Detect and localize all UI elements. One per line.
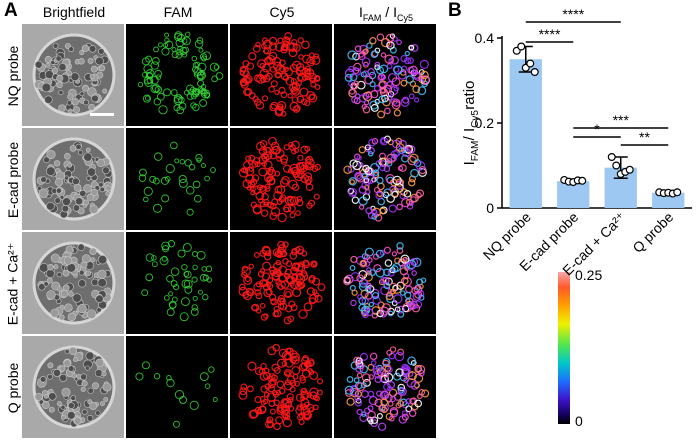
image-ecad-bf bbox=[22, 128, 126, 232]
data-point bbox=[517, 42, 526, 51]
data-point bbox=[578, 176, 587, 185]
significance-bracket-2: *** bbox=[573, 112, 669, 129]
image-nq-bf bbox=[22, 24, 126, 128]
svg-text:**: ** bbox=[639, 129, 650, 145]
data-point bbox=[625, 165, 634, 174]
image-ecadca-ratio bbox=[334, 232, 438, 336]
image-ecad-ratio bbox=[334, 128, 438, 232]
image-nq-cy5 bbox=[230, 24, 334, 128]
colorbar bbox=[558, 272, 570, 424]
column-title-cy5: Cy5 bbox=[269, 4, 295, 20]
bar-3 bbox=[652, 192, 685, 208]
data-point bbox=[673, 188, 682, 197]
data-point bbox=[607, 153, 616, 162]
y-axis-label: IFAM / ICy5 ratio bbox=[461, 81, 481, 166]
panel-a-label: A bbox=[4, 0, 18, 21]
image-q-fam bbox=[126, 336, 230, 440]
image-ecad-fam bbox=[126, 128, 230, 232]
image-ecad-cy5 bbox=[230, 128, 334, 232]
significance-bracket-4: ** bbox=[620, 129, 669, 146]
image-nq-ratio bbox=[334, 24, 438, 128]
significance-bracket-0: **** bbox=[525, 6, 621, 23]
panel-b-label: B bbox=[448, 0, 462, 21]
colorbar-max-label: 0.25 bbox=[575, 267, 603, 283]
y-tick-label: 0.2 bbox=[475, 115, 495, 131]
significance-bracket-1: **** bbox=[525, 26, 574, 43]
image-q-bf bbox=[22, 336, 126, 440]
bar-0 bbox=[509, 59, 542, 208]
data-point bbox=[530, 67, 539, 76]
image-ecadca-bf bbox=[22, 232, 126, 336]
colorbar-min-label: 0 bbox=[575, 413, 583, 429]
svg-text:*: * bbox=[594, 121, 600, 137]
data-point bbox=[526, 59, 535, 68]
image-ecadca-cy5 bbox=[230, 232, 334, 336]
svg-text:****: **** bbox=[562, 6, 584, 22]
image-q-cy5 bbox=[230, 336, 334, 440]
image-nq-fam bbox=[126, 24, 230, 128]
image-q-ratio bbox=[334, 336, 438, 440]
significance-bracket-3: * bbox=[573, 121, 621, 138]
column-title-ratio: IFAM / ICy5 bbox=[359, 4, 413, 23]
y-tick-label: 0.4 bbox=[475, 30, 495, 46]
column-title-fam: FAM bbox=[163, 4, 193, 20]
data-point bbox=[612, 161, 621, 170]
category-label-3: Q probe bbox=[629, 209, 676, 256]
svg-text:***: *** bbox=[613, 112, 630, 128]
image-ecadca-fam bbox=[126, 232, 230, 336]
column-title-brightfield: Brightfield bbox=[42, 4, 106, 20]
y-tick-label: 0 bbox=[486, 200, 494, 216]
svg-text:****: **** bbox=[539, 26, 561, 42]
